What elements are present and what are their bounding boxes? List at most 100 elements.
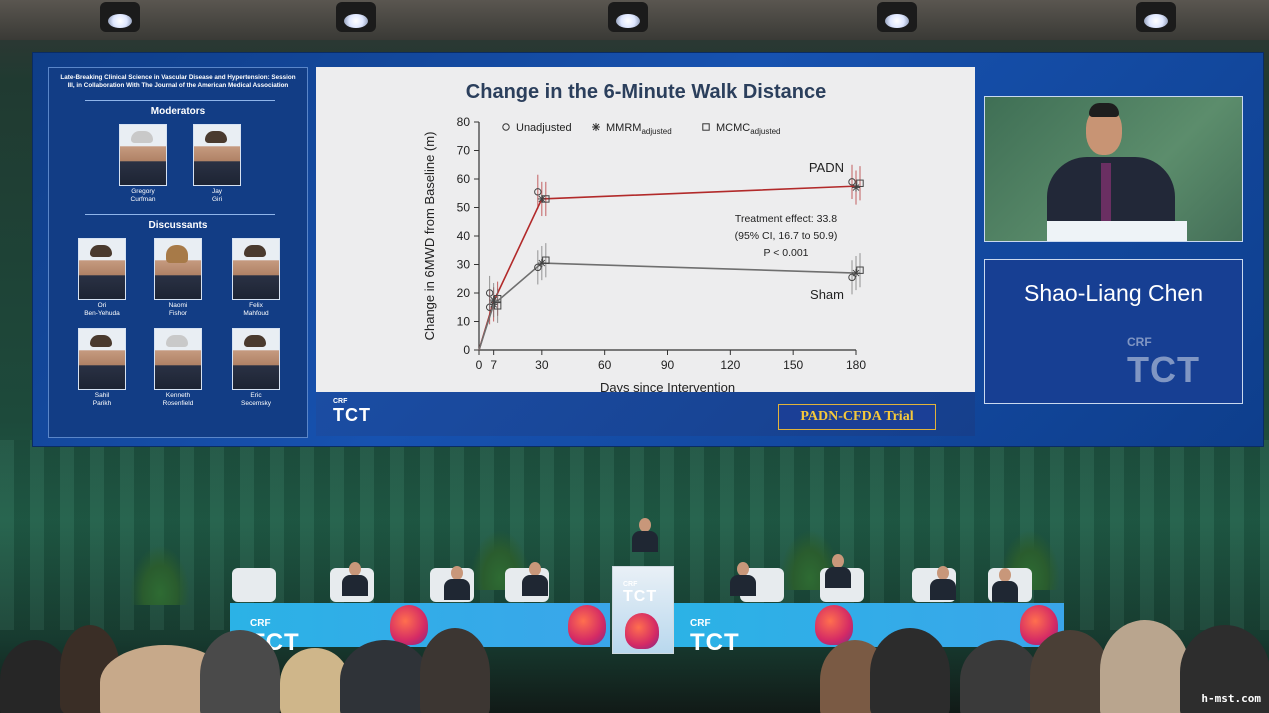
- mcmc-marker: [856, 266, 864, 274]
- discussant-card: Naomi Fishor: [148, 238, 208, 318]
- y-tick-label: 10: [457, 315, 471, 329]
- series-label: Sham: [810, 287, 844, 302]
- discussant-name: Ori Ben-Yehuda: [84, 302, 120, 317]
- crf-label: CRF: [690, 618, 711, 629]
- discussant-name: Sahil Parikh: [92, 392, 112, 407]
- crf-label: CRF: [250, 618, 271, 629]
- mmrm-stroke: [592, 123, 600, 131]
- moderator-card: Gregory Curfman: [113, 124, 173, 204]
- y-tick-label: 40: [457, 229, 471, 243]
- tct-label: TCT: [333, 405, 371, 425]
- legend-label: MCMCadjusted: [716, 122, 780, 136]
- divider: [85, 100, 275, 101]
- tct-label: TCT: [690, 629, 740, 656]
- tct-label: TCT: [1127, 349, 1200, 390]
- x-tick-label: 120: [720, 358, 740, 372]
- panelist: [928, 566, 958, 600]
- tct-logo: CRF TCT: [333, 398, 371, 426]
- mmrm-marker: [852, 183, 860, 192]
- portrait: [154, 238, 202, 300]
- stage-light: [336, 2, 376, 32]
- heart-graphic: [390, 605, 428, 645]
- crf-label: CRF: [623, 581, 638, 588]
- legend-label: Unadjusted: [516, 122, 572, 134]
- unadjusted-marker: [534, 188, 542, 196]
- speaker-name-box: Shao-Liang Chen CRF TCT: [984, 259, 1243, 404]
- series-label: PADN: [809, 160, 844, 175]
- mmrm-stroke: [852, 184, 860, 191]
- tct-logo: CRF TCT: [623, 581, 657, 606]
- tct-label: TCT: [623, 588, 658, 605]
- panelist: [823, 554, 853, 588]
- audience-member: [280, 648, 350, 713]
- annotation-text: (95% CI, 16.7 to 50.9): [735, 230, 838, 242]
- mcmc-marker: [493, 302, 502, 310]
- plant: [130, 545, 190, 605]
- portrait: [154, 328, 202, 390]
- x-tick-label: 180: [846, 358, 866, 372]
- discussant-card: Ori Ben-Yehuda: [72, 238, 132, 318]
- y-tick-label: 50: [457, 201, 471, 215]
- mmrm-stroke: [490, 296, 498, 304]
- moderator-card: Jay Giri: [187, 124, 247, 204]
- mmrm-stroke: [852, 269, 860, 277]
- heart-graphic: [625, 613, 659, 649]
- series-line: [478, 262, 857, 351]
- audience-member: [870, 628, 950, 713]
- x-tick-label: 30: [535, 358, 549, 372]
- mcmc-marker: [856, 179, 864, 187]
- x-tick-label: 90: [661, 358, 675, 372]
- audience-member: [1100, 620, 1190, 713]
- y-axis-label: Change in 6MWD from Baseline (m): [422, 132, 437, 341]
- legend-subscript: adjusted: [641, 127, 671, 136]
- stage-banner-right: [672, 603, 1064, 647]
- speaker-name: Shao-Liang Chen: [1023, 280, 1204, 306]
- discussants-heading: Discussants: [148, 220, 208, 231]
- chair: [232, 568, 276, 602]
- heart-graphic: [815, 605, 853, 645]
- stage-light: [608, 2, 648, 32]
- mcmc-marker: [702, 123, 710, 131]
- discussant-card: Sahil Parikh: [72, 328, 132, 408]
- speaker-at-podium: [630, 518, 660, 552]
- moderators-heading: Moderators: [150, 106, 206, 117]
- panelist: [728, 562, 758, 596]
- x-tick-label: 150: [783, 358, 803, 372]
- heart-graphic: [568, 605, 606, 645]
- session-panel: Late-Breaking Clinical Science in Vascul…: [48, 67, 308, 438]
- watermark: h-mst.com: [1201, 692, 1261, 705]
- tct-logo: CRF TCT: [1127, 335, 1200, 391]
- audience-member: [420, 628, 490, 713]
- chart-title: Change in the 6-Minute Walk Distance: [466, 81, 826, 103]
- crf-label: CRF: [333, 398, 348, 405]
- panelist: [990, 568, 1020, 602]
- mcmc-marker: [542, 195, 550, 203]
- portrait: [232, 328, 280, 390]
- speaker-video: [984, 96, 1243, 242]
- x-axis-label: Days since Intervention: [600, 380, 735, 392]
- audience-member: [960, 640, 1040, 713]
- annotation-text: Treatment effect: 33.8: [735, 213, 837, 225]
- unadjusted-marker: [848, 178, 856, 186]
- series-layer: PADN Sham: [478, 160, 864, 351]
- y-tick-label: 0: [463, 343, 470, 357]
- portrait: [193, 124, 241, 186]
- moderator-name: Jay Giri: [211, 188, 223, 203]
- discussant-name: Felix Mahfoud: [243, 302, 269, 317]
- discussant-name: Kenneth Rosenfield: [162, 392, 194, 407]
- y-tick-label: 20: [457, 286, 471, 300]
- panelist: [340, 562, 370, 596]
- discussant-card: Eric Secemsky: [226, 328, 286, 408]
- tct-logo: CRF TCT: [690, 618, 740, 657]
- podium: CRF TCT: [612, 566, 674, 654]
- y-tick-label: 60: [457, 172, 471, 186]
- portrait: [78, 238, 126, 300]
- discussant-name: Naomi Fishor: [168, 302, 188, 317]
- slide: [316, 67, 975, 436]
- divider: [85, 214, 275, 215]
- walk-distance-chart: Change in the 6-Minute Walk Distance 0 10…: [422, 81, 866, 392]
- stage-light: [100, 2, 140, 32]
- legend-subscript: adjusted: [750, 127, 780, 136]
- unadjusted-marker: [848, 273, 856, 282]
